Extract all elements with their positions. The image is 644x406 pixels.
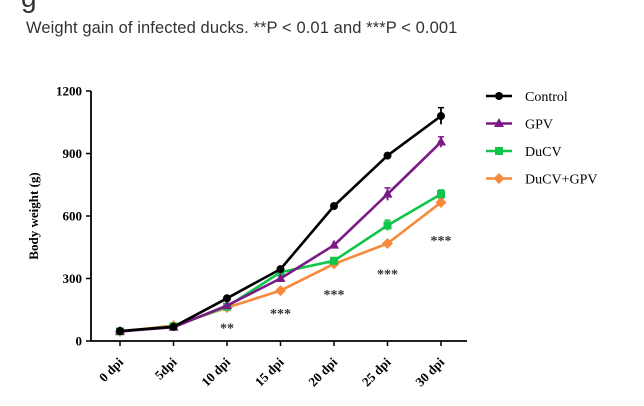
legend-label: Control — [525, 90, 568, 105]
data-point — [169, 322, 178, 331]
x-tick-label: 10 dpi — [198, 354, 233, 389]
y-tick-label: 900 — [63, 146, 83, 161]
significance-label: *** — [431, 234, 452, 249]
data-point — [435, 196, 447, 208]
data-point — [382, 238, 393, 249]
data-point — [276, 265, 285, 274]
data-point — [383, 151, 392, 160]
x-tick-label: 25 dpi — [359, 354, 394, 389]
legend-label: DuCV+GPV — [525, 173, 597, 188]
data-point — [437, 190, 445, 199]
series-line — [119, 141, 442, 333]
x-tick-label: 20 dpi — [305, 354, 340, 389]
y-axis-label: Body weight (g) — [26, 172, 41, 259]
significance-label: *** — [377, 267, 398, 282]
legend-marker — [494, 118, 504, 127]
data-point — [330, 202, 338, 210]
data-point — [330, 256, 338, 265]
data-point — [223, 294, 231, 303]
legend-label: GPV — [525, 118, 553, 133]
significance-label: ** — [220, 321, 234, 336]
data-point — [329, 239, 339, 249]
x-tick-label: 15 dpi — [252, 354, 287, 389]
legend-marker — [495, 147, 503, 155]
significance-label: *** — [270, 307, 291, 322]
data-point — [275, 285, 286, 297]
data-point — [116, 327, 124, 335]
cut-heading: g — [21, 0, 37, 14]
y-tick-label: 1200 — [56, 84, 82, 99]
data-point — [383, 221, 392, 230]
data-point — [222, 300, 232, 310]
legend-marker — [495, 92, 503, 100]
data-point — [437, 112, 445, 120]
figure-caption: Weight gain of infected ducks. **P < 0.0… — [26, 19, 458, 37]
y-tick-label: 0 — [76, 334, 83, 349]
legend-label: DuCV — [525, 145, 562, 160]
data-point — [275, 273, 286, 282]
x-tick-label: 0 dpi — [96, 354, 127, 385]
x-tick-label: 30 dpi — [412, 354, 447, 389]
significance-label: *** — [324, 288, 345, 303]
legend-marker — [493, 173, 505, 184]
y-tick-label: 300 — [63, 271, 83, 286]
x-tick-label: 5dpi — [152, 354, 180, 382]
data-point — [382, 188, 393, 198]
y-tick-label: 600 — [63, 209, 83, 224]
data-point — [436, 136, 446, 146]
